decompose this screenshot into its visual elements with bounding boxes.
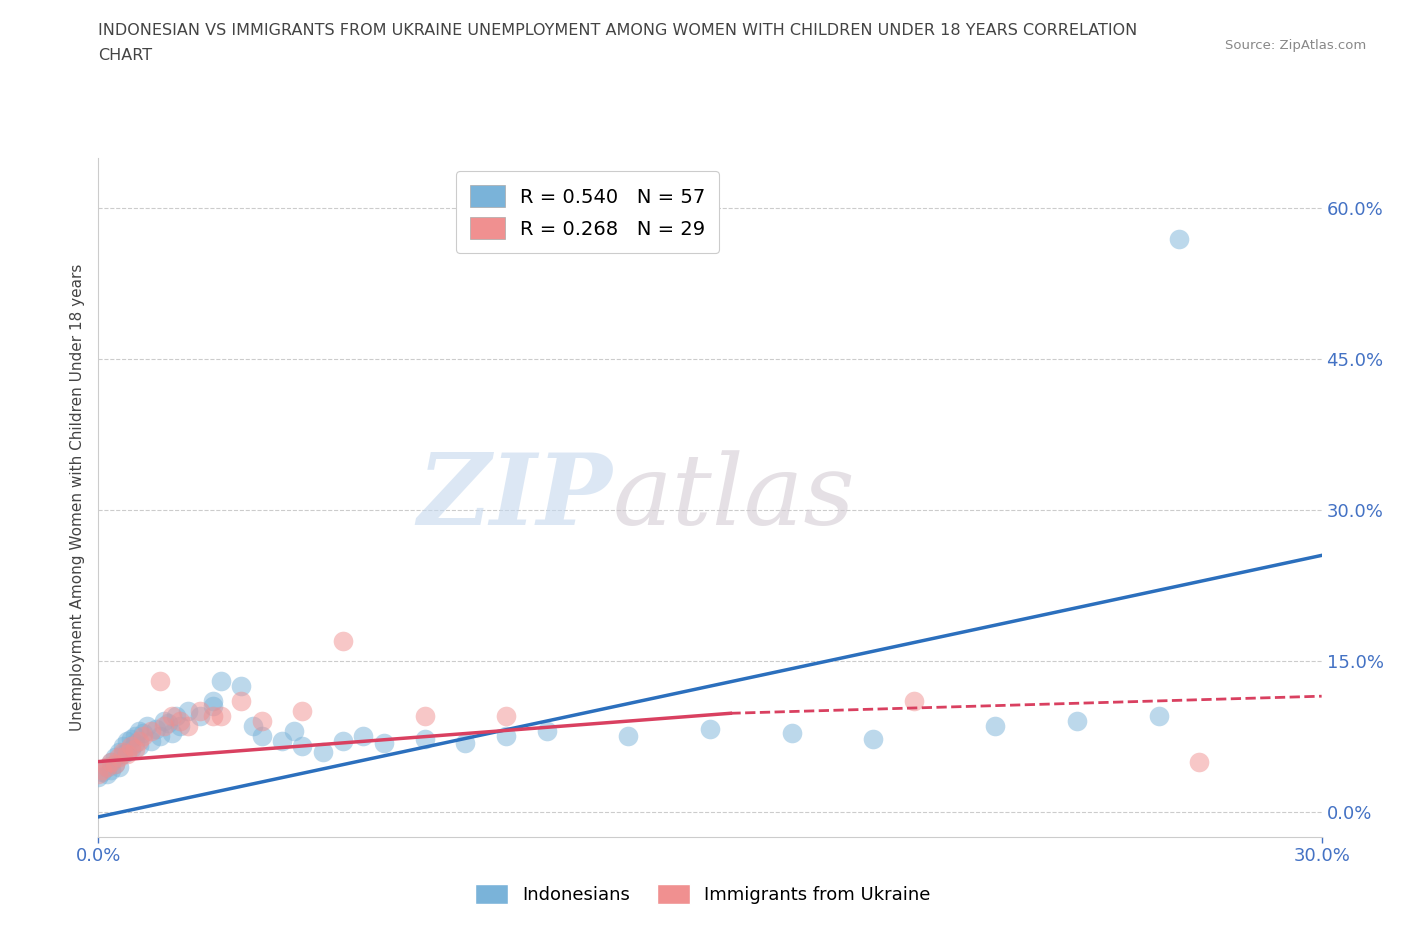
- Point: [149, 673, 172, 688]
- Point: [96, 766, 118, 781]
- Point: [91, 764, 114, 779]
- Point: [96, 759, 118, 774]
- Point: [903, 694, 925, 709]
- Point: [100, 754, 122, 769]
- Point: [104, 756, 127, 771]
- Point: [1188, 754, 1211, 769]
- Point: [108, 759, 131, 774]
- Point: [177, 704, 200, 719]
- Point: [1167, 232, 1189, 246]
- Point: [115, 744, 138, 759]
- Point: [413, 709, 436, 724]
- Point: [128, 739, 150, 754]
- Y-axis label: Unemployment Among Women with Children Under 18 years: Unemployment Among Women with Children U…: [69, 264, 84, 731]
- Point: [984, 719, 1007, 734]
- Point: [104, 756, 127, 771]
- Point: [160, 726, 183, 741]
- Point: [149, 729, 172, 744]
- Point: [132, 726, 155, 741]
- Point: [108, 744, 131, 759]
- Point: [201, 709, 224, 724]
- Text: CHART: CHART: [98, 48, 152, 63]
- Point: [231, 694, 253, 709]
- Point: [209, 709, 232, 724]
- Point: [111, 739, 134, 754]
- Point: [141, 734, 163, 749]
- Point: [96, 759, 118, 774]
- Point: [152, 719, 174, 734]
- Point: [209, 673, 232, 688]
- Point: [152, 714, 174, 729]
- Point: [141, 724, 163, 738]
- Point: [160, 709, 183, 724]
- Point: [352, 729, 374, 744]
- Legend: R = 0.540   N = 57, R = 0.268   N = 29: R = 0.540 N = 57, R = 0.268 N = 29: [456, 171, 720, 253]
- Point: [312, 744, 335, 759]
- Point: [188, 704, 212, 719]
- Point: [104, 749, 127, 764]
- Point: [124, 742, 146, 757]
- Point: [188, 709, 212, 724]
- Text: atlas: atlas: [612, 450, 855, 545]
- Point: [132, 729, 155, 744]
- Point: [270, 734, 294, 749]
- Point: [87, 766, 110, 781]
- Point: [165, 709, 187, 724]
- Point: [231, 679, 253, 694]
- Point: [124, 729, 146, 744]
- Point: [495, 729, 517, 744]
- Point: [862, 732, 884, 747]
- Point: [111, 744, 134, 759]
- Point: [111, 746, 134, 761]
- Point: [169, 719, 191, 734]
- Point: [242, 719, 264, 734]
- Point: [145, 722, 167, 737]
- Legend: Indonesians, Immigrants from Ukraine: Indonesians, Immigrants from Ukraine: [468, 876, 938, 911]
- Point: [87, 769, 110, 784]
- Point: [617, 729, 640, 744]
- Point: [120, 732, 142, 747]
- Point: [91, 763, 114, 777]
- Text: ZIP: ZIP: [418, 449, 612, 546]
- Point: [108, 749, 131, 764]
- Text: INDONESIAN VS IMMIGRANTS FROM UKRAINE UNEMPLOYMENT AMONG WOMEN WITH CHILDREN UND: INDONESIAN VS IMMIGRANTS FROM UKRAINE UN…: [98, 23, 1137, 38]
- Point: [1066, 714, 1088, 729]
- Point: [169, 714, 191, 729]
- Point: [201, 694, 224, 709]
- Point: [156, 716, 179, 731]
- Point: [495, 709, 517, 724]
- Point: [291, 739, 314, 754]
- Point: [136, 719, 159, 734]
- Point: [124, 736, 146, 751]
- Point: [699, 722, 721, 737]
- Point: [780, 726, 803, 741]
- Point: [291, 704, 314, 719]
- Point: [454, 736, 477, 751]
- Point: [201, 698, 224, 713]
- Point: [100, 763, 122, 777]
- Point: [120, 739, 142, 754]
- Point: [128, 724, 150, 738]
- Point: [283, 724, 305, 738]
- Point: [120, 742, 142, 757]
- Point: [100, 754, 122, 769]
- Point: [332, 633, 354, 648]
- Point: [115, 734, 138, 749]
- Point: [115, 746, 138, 761]
- Point: [536, 724, 558, 738]
- Point: [177, 719, 200, 734]
- Point: [1147, 709, 1170, 724]
- Point: [413, 732, 436, 747]
- Point: [373, 736, 395, 751]
- Point: [332, 734, 354, 749]
- Point: [128, 734, 150, 749]
- Point: [250, 729, 273, 744]
- Point: [250, 714, 273, 729]
- Text: Source: ZipAtlas.com: Source: ZipAtlas.com: [1226, 39, 1367, 52]
